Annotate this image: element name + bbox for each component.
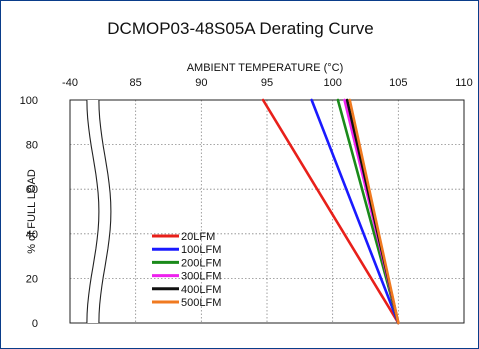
- legend-label: 20LFM: [181, 231, 215, 243]
- x-tick-label: -40: [62, 77, 78, 89]
- grid-lines: [69, 99, 465, 324]
- legend-item-100lfm: 100LFM: [152, 244, 221, 256]
- legend-label: 500LFM: [181, 297, 221, 309]
- y-tick-label: 60: [26, 184, 38, 196]
- y-axis-label: % of FULL LOAD: [26, 169, 38, 254]
- x-tick-label: 105: [389, 77, 407, 89]
- y-tick-label: 100: [20, 95, 38, 107]
- series-line-20lfm: [261, 98, 400, 325]
- legend-label: 200LFM: [181, 257, 221, 269]
- x-tick-label: 90: [195, 77, 207, 89]
- legend-label: 400LFM: [181, 284, 221, 296]
- axis-break-line: [98, 99, 112, 324]
- legend-label: 300LFM: [181, 271, 221, 283]
- x-axis-label: AMBIENT TEMPERATURE (°C): [187, 62, 344, 74]
- axis-break-line: [86, 99, 100, 324]
- y-tick-label: 40: [26, 229, 38, 241]
- x-tick-label: 100: [323, 77, 341, 89]
- legend-item-300lfm: 300LFM: [152, 271, 221, 283]
- y-tick-label: 80: [26, 140, 38, 152]
- x-tick-label: 85: [130, 77, 142, 89]
- legend-item-20lfm: 20LFM: [152, 231, 215, 243]
- plot-border: [69, 99, 465, 324]
- x-tick-label: 95: [261, 77, 273, 89]
- x-tick-label: 110: [455, 77, 473, 89]
- series-lines: [261, 98, 400, 325]
- legend-label: 100LFM: [181, 244, 221, 256]
- y-tick-label: 0: [32, 318, 38, 330]
- axis-break-mark: [86, 99, 112, 324]
- chart-title: DCMOP03-48S05A Derating Curve: [107, 19, 374, 38]
- legend-item-200lfm: 200LFM: [152, 257, 221, 269]
- legend-item-400lfm: 400LFM: [152, 284, 221, 296]
- y-tick-label: 20: [26, 273, 38, 285]
- series-line-500lfm: [348, 98, 400, 325]
- tick-labels: -40 85 90 95 100 105 110 0 20 40 60 80 100: [20, 77, 473, 330]
- series-line-100lfm: [310, 98, 400, 325]
- legend-item-500lfm: 500LFM: [152, 297, 221, 309]
